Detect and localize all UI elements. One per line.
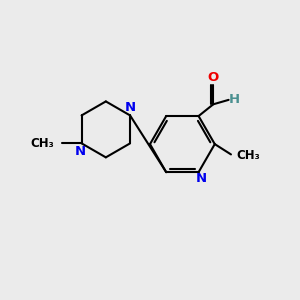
Text: N: N bbox=[195, 172, 206, 185]
Text: O: O bbox=[208, 71, 219, 84]
Text: N: N bbox=[75, 145, 86, 158]
Text: N: N bbox=[124, 101, 136, 114]
Text: CH₃: CH₃ bbox=[236, 149, 260, 162]
Text: CH₃: CH₃ bbox=[31, 137, 54, 150]
Text: H: H bbox=[228, 93, 239, 106]
